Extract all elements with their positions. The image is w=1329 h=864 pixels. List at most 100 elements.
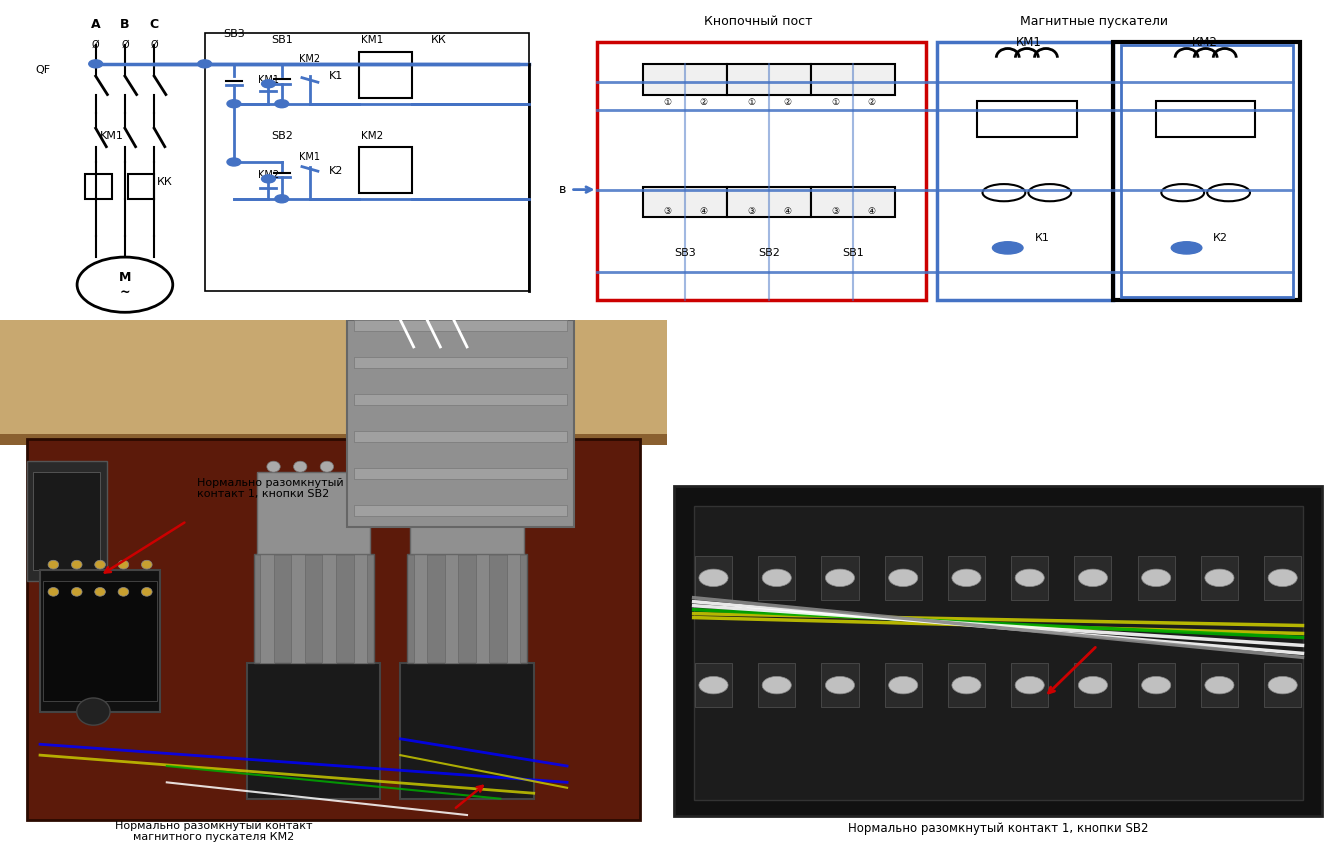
Bar: [759, 556, 795, 600]
Bar: [44, 581, 157, 701]
Circle shape: [982, 184, 1026, 201]
Bar: [128, 175, 154, 199]
Text: Нормально разомкнутый контакт 1, кнопки SB2: Нормально разомкнутый контакт 1, кнопки …: [848, 822, 1148, 835]
Text: Нормально разомкнутый контакт
магнитного пускателя КМ2: Нормально разомкнутый контакт магнитного…: [114, 821, 312, 842]
Bar: [948, 664, 985, 707]
Circle shape: [1029, 184, 1071, 201]
Bar: [759, 664, 795, 707]
Bar: [1264, 664, 1301, 707]
Text: SB3: SB3: [223, 29, 245, 39]
Text: KM2: KM2: [361, 130, 384, 141]
Circle shape: [89, 60, 102, 68]
Circle shape: [1268, 569, 1297, 587]
Circle shape: [1078, 677, 1107, 694]
Circle shape: [275, 99, 288, 108]
Bar: [476, 554, 489, 663]
Circle shape: [94, 588, 105, 596]
Circle shape: [1162, 184, 1204, 201]
Bar: [27, 440, 641, 821]
Circle shape: [227, 158, 241, 166]
Text: К1: К1: [1034, 232, 1050, 243]
Bar: [354, 505, 567, 516]
Text: SB1: SB1: [843, 248, 864, 257]
Text: ③: ③: [831, 206, 839, 216]
Bar: [885, 556, 922, 600]
Text: A: A: [90, 18, 101, 31]
Circle shape: [262, 79, 275, 88]
Circle shape: [48, 560, 58, 569]
Circle shape: [141, 560, 152, 569]
Bar: [694, 506, 1302, 800]
Text: КМ2: КМ2: [1192, 36, 1217, 49]
Circle shape: [993, 242, 1023, 254]
Bar: [1120, 46, 1293, 297]
Bar: [359, 52, 412, 98]
Bar: [407, 554, 528, 663]
Bar: [977, 100, 1076, 137]
Bar: [445, 554, 459, 663]
Text: КК: КК: [431, 35, 447, 46]
Text: QF: QF: [36, 65, 51, 75]
Bar: [1074, 664, 1111, 707]
Bar: [508, 554, 521, 663]
Text: Ø: Ø: [92, 39, 100, 49]
Bar: [1011, 664, 1049, 707]
Bar: [695, 556, 732, 600]
Circle shape: [118, 560, 129, 569]
Bar: [323, 554, 336, 663]
Text: SB2: SB2: [271, 130, 292, 141]
Bar: [821, 664, 859, 707]
Circle shape: [227, 99, 241, 108]
Bar: [1011, 556, 1049, 600]
Text: ③: ③: [663, 206, 671, 216]
Text: Ø: Ø: [121, 39, 129, 49]
Text: ④: ④: [868, 206, 876, 216]
Circle shape: [1207, 184, 1251, 201]
Bar: [727, 187, 811, 217]
Text: KM1: KM1: [100, 131, 124, 142]
Bar: [811, 64, 896, 94]
Text: Нормально разомкнутый
контакт 1, кнопки SB2: Нормально разомкнутый контакт 1, кнопки …: [197, 478, 343, 499]
Text: ②: ②: [868, 98, 876, 106]
Bar: [674, 486, 1322, 816]
Text: Ø: Ø: [150, 39, 158, 49]
Circle shape: [420, 461, 433, 472]
Text: KM1: KM1: [361, 35, 384, 46]
Bar: [1201, 556, 1237, 600]
Text: C: C: [150, 18, 158, 31]
Circle shape: [1142, 569, 1171, 587]
Text: К2: К2: [1213, 232, 1228, 243]
Bar: [727, 64, 811, 94]
Bar: [821, 556, 859, 600]
Circle shape: [141, 588, 152, 596]
Circle shape: [1205, 677, 1235, 694]
Circle shape: [500, 461, 514, 472]
Circle shape: [320, 461, 334, 472]
Circle shape: [275, 194, 288, 203]
Bar: [411, 472, 524, 554]
Bar: [597, 42, 926, 300]
Circle shape: [267, 461, 280, 472]
Circle shape: [198, 60, 211, 68]
Circle shape: [952, 569, 981, 587]
Bar: [256, 472, 371, 554]
Text: SB1: SB1: [271, 35, 292, 46]
Circle shape: [72, 560, 82, 569]
Bar: [1114, 42, 1300, 300]
Circle shape: [72, 588, 82, 596]
Circle shape: [889, 569, 918, 587]
Circle shape: [889, 677, 918, 694]
Bar: [643, 64, 727, 94]
Circle shape: [1078, 569, 1107, 587]
Circle shape: [762, 569, 791, 587]
Text: ①: ①: [663, 98, 671, 106]
Text: ②: ②: [699, 98, 707, 106]
Bar: [85, 175, 112, 199]
Circle shape: [447, 461, 460, 472]
Text: KM1: KM1: [258, 75, 279, 86]
Circle shape: [77, 698, 110, 725]
Bar: [1074, 556, 1111, 600]
Bar: [0, 434, 667, 445]
Circle shape: [1142, 677, 1171, 694]
Bar: [359, 147, 412, 193]
